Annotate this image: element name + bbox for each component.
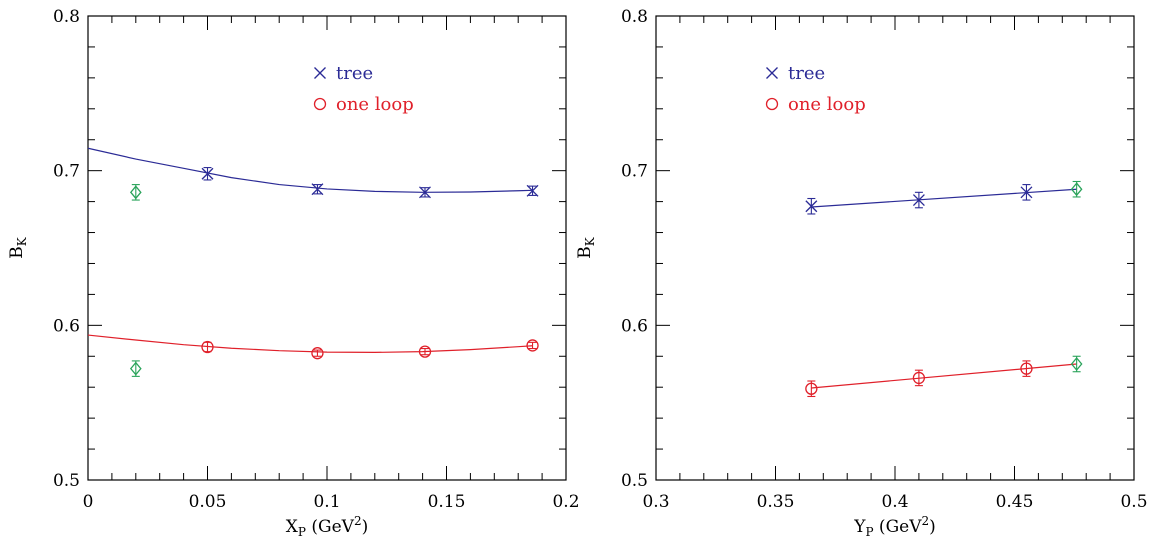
cross-marker [1020,186,1033,199]
plot-frame [87,15,567,481]
legend-label: one loop [788,94,866,115]
cross-marker [526,184,539,197]
data-point [805,197,818,215]
legend-label: tree [336,63,373,84]
data-point [1070,355,1083,373]
series-one-loop [805,360,1077,398]
diamond-marker [129,361,142,376]
legend: tree one loop [313,63,414,115]
fit-line [87,147,533,193]
circle-marker [526,339,539,352]
data-point [526,339,539,352]
cross-marker [419,186,431,199]
fit-line [811,188,1077,208]
series-tree [87,147,539,199]
data-point [805,380,818,398]
x-tick-label: 0.3 [642,492,669,512]
fit-line [87,334,533,354]
circle-marker [418,345,432,358]
chart-panel-1: 0 0.05 0.1 0.15 0.2 0.5 0.6 0.7 0.8 XP (GeV2) BK tr… [7,7,580,539]
data-point [1020,184,1033,201]
y-tick-label: 0.5 [621,471,648,491]
data-point [1020,360,1033,377]
series-tree [805,184,1077,215]
chart-panel-2: 0.3 0.35 0.4 0.45 0.5 0.5 0.6 0.7 0.8 YP (GeV2) BK… [575,7,1148,539]
data-point [129,184,142,201]
series-extrapolated [129,184,142,377]
series-extrapolated [1070,180,1083,373]
cross-marker [311,183,324,196]
diamond-marker [1070,356,1083,372]
x-tick-label: 0.2 [552,492,579,512]
x-tick-label: 0.35 [757,492,795,512]
x-tick-label: 0.05 [189,492,227,512]
y-tick-label: 0.6 [621,316,648,336]
data-point [311,183,324,196]
x-axis-label: YP (GeV2) [853,514,936,539]
x-tick-label: 0 [83,492,94,512]
y-tick-label: 0.8 [53,7,80,27]
data-point [129,360,142,377]
y-tick-label: 0.8 [621,7,648,27]
circle-marker [912,371,926,385]
legend-label: one loop [336,94,414,115]
diamond-marker [129,185,142,200]
y-tick-label: 0.7 [53,162,80,182]
circle-marker [805,382,818,395]
x-tick-label: 0.4 [881,492,908,512]
x-tick-label: 0.5 [1120,492,1147,512]
y-axis-label: BK [575,236,597,259]
data-point [912,369,926,387]
cross-marker [805,200,818,213]
data-point [418,345,432,358]
x-tick-label: 0.1 [313,492,340,512]
cross-marker [912,194,925,207]
fit-line [811,363,1077,389]
circle-marker [313,97,327,111]
circle-marker [201,340,214,354]
x-tick-label: 0.15 [428,492,466,512]
circle-marker [765,97,779,111]
circle-marker [1020,362,1033,375]
cross-marker [766,67,778,79]
y-tick-label: 0.6 [53,316,80,336]
y-tick-label: 0.7 [621,162,648,182]
x-axis-label: XP (GeV2) [286,514,368,539]
diamond-marker [1070,182,1083,197]
data-point [912,191,925,209]
plot-frame [655,15,1135,481]
series-one-loop [87,334,539,360]
data-point [311,347,324,360]
y-axis-label: BK [7,236,29,259]
legend-label: tree [788,63,825,84]
y-tick-label: 0.5 [53,471,80,491]
data-point [201,340,214,354]
legend: tree one loop [765,63,866,115]
data-point [526,184,539,197]
x-tick-label: 0.45 [996,492,1034,512]
data-point [419,186,431,199]
cross-marker [314,67,326,79]
data-point [201,167,214,181]
circle-marker [311,347,324,360]
cross-marker [201,167,214,180]
data-point [1070,180,1083,198]
